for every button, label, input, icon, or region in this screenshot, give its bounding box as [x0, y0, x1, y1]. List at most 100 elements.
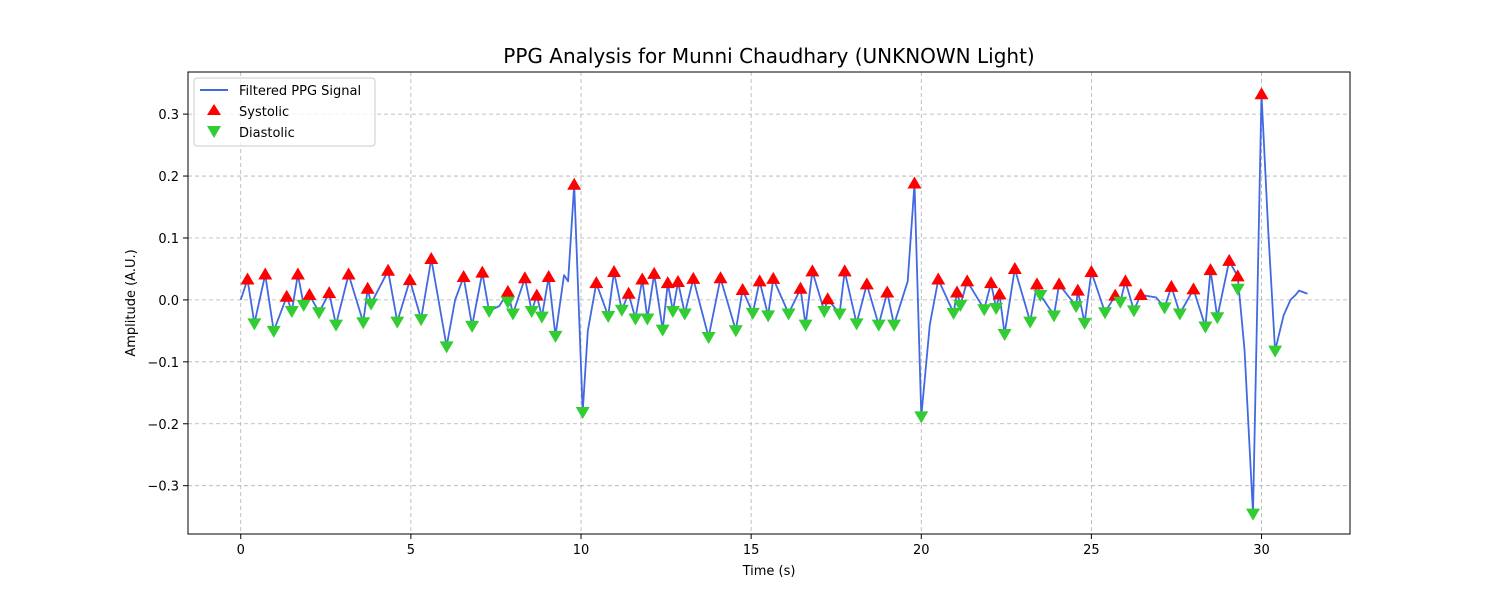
systolic-marker — [1164, 279, 1179, 292]
systolic-marker — [381, 263, 396, 276]
diastolic-marker — [1098, 307, 1113, 320]
diastolic-marker — [1046, 310, 1061, 323]
diastolic-marker — [628, 313, 643, 326]
systolic-marker — [1118, 274, 1133, 287]
systolic-marker — [670, 274, 685, 287]
diastolic-marker — [745, 307, 760, 320]
grid-lines — [188, 72, 1350, 534]
y-axis-label: Amplitude (A.U.) — [124, 249, 139, 356]
diastolic-marker — [946, 307, 961, 320]
diastolic-marker — [1210, 312, 1225, 325]
diastolic-marker — [390, 316, 405, 329]
systolic-marker — [475, 265, 490, 278]
diastolic-marker — [356, 317, 371, 330]
diastolic-marker — [665, 306, 680, 319]
y-tick-label: 0.3 — [158, 108, 179, 123]
x-tick-label: 0 — [237, 543, 245, 558]
diastolic-marker — [534, 311, 549, 324]
diastolic-marker — [505, 308, 520, 321]
diastolic-marker — [728, 325, 743, 338]
systolic-marker — [735, 282, 750, 295]
systolic-marker — [766, 271, 781, 284]
diastolic-marker — [701, 332, 716, 345]
diastolic-marker — [1033, 289, 1048, 302]
diastolic-marker — [312, 307, 327, 320]
systolic-marker — [424, 252, 439, 265]
systolic-marker — [322, 286, 337, 299]
systolic-marker — [1052, 277, 1067, 290]
legend-box — [193, 77, 376, 147]
diastolic-marker — [640, 313, 655, 326]
x-tick-label: 5 — [407, 543, 415, 558]
systolic-marker — [1254, 87, 1269, 100]
plot-frame — [187, 71, 1351, 535]
diastolic-marker — [1268, 345, 1283, 358]
x-axis-ticks: 0 5 10 15 20 25 30 — [237, 534, 1270, 558]
systolic-marker — [931, 272, 946, 285]
diastolic-marker — [1230, 283, 1245, 296]
legend: Filtered PPG Signal Systolic Diastolic — [193, 77, 376, 147]
systolic-marker — [402, 273, 417, 286]
systolic-marker — [589, 276, 604, 289]
diastolic-marker — [1126, 305, 1141, 318]
systolic-marker — [541, 269, 556, 282]
systolic-marker — [1070, 283, 1085, 296]
systolic-marker — [500, 284, 515, 297]
diastolic-marker — [832, 308, 847, 321]
diastolic-marker — [614, 304, 629, 317]
y-tick-label: −0.2 — [147, 418, 179, 433]
x-tick-label: 30 — [1253, 543, 1270, 558]
diastolic-marker — [1172, 308, 1187, 321]
systolic-marker — [1222, 253, 1237, 266]
y-tick-label: 0.0 — [158, 294, 179, 309]
diastolic-marker — [364, 298, 379, 311]
x-tick-label: 25 — [1083, 543, 1100, 558]
diastolic-marker — [329, 319, 344, 332]
diastolic-marker — [465, 320, 480, 333]
diastolic-marker — [296, 299, 311, 312]
systolic-marker — [341, 267, 356, 280]
systolic-marker — [837, 264, 852, 277]
systolic-marker — [960, 274, 975, 287]
diastolic-marker — [414, 314, 429, 327]
diastolic-marker — [849, 318, 864, 331]
systolic-marker — [1203, 263, 1218, 276]
legend-label-diastolic: Diastolic — [239, 126, 295, 141]
diastolic-marker — [1113, 296, 1128, 309]
systolic-marker — [647, 266, 662, 279]
systolic-marker — [992, 287, 1007, 300]
diastolic-marker — [575, 406, 590, 419]
systolic-marker — [1084, 265, 1099, 278]
systolic-marker — [517, 271, 532, 284]
systolic-marker — [1133, 287, 1148, 300]
diastolic-marker — [1198, 321, 1213, 334]
diastolic-marker — [977, 304, 992, 317]
x-tick-label: 10 — [573, 543, 590, 558]
diastolic-marker — [887, 319, 902, 332]
systolic-marker — [240, 272, 255, 285]
diastolic-marker — [953, 299, 968, 312]
systolic-marker — [290, 267, 305, 280]
y-tick-label: −0.1 — [147, 356, 179, 371]
diastolic-marker — [997, 328, 1012, 341]
diastolic-marker — [677, 308, 692, 321]
diastolic-marker — [247, 318, 262, 331]
systolic-marker — [279, 289, 294, 302]
diastolic-marker — [761, 310, 776, 323]
diastolic-marker — [655, 324, 670, 337]
systolic-marker — [907, 176, 922, 189]
systolic-marker — [456, 269, 471, 282]
y-tick-label: −0.3 — [147, 480, 179, 495]
systolic-marker — [793, 281, 808, 294]
systolic-marker — [360, 281, 375, 294]
diastolic-marker — [817, 306, 832, 319]
systolic-marker — [686, 271, 701, 284]
systolic-marker — [805, 264, 820, 277]
systolic-marker — [880, 285, 895, 298]
x-axis-label: Time (s) — [742, 564, 796, 579]
systolic-marker — [984, 276, 999, 289]
systolic-marker — [859, 277, 874, 290]
x-tick-label: 15 — [743, 543, 760, 558]
y-axis-ticks: −0.3 −0.2 −0.1 0.0 0.1 0.2 0.3 — [147, 108, 188, 495]
diastolic-marker — [871, 319, 886, 332]
